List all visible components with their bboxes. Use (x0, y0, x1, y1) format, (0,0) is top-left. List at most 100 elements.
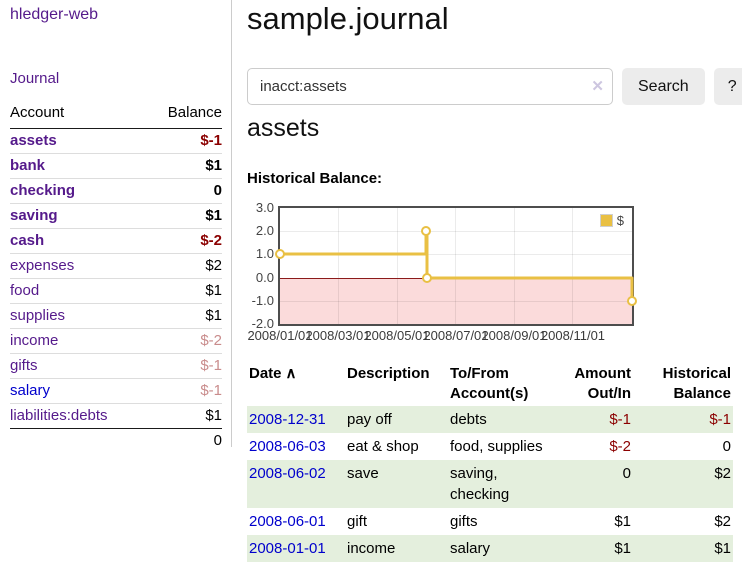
transaction-date-link[interactable]: 2008-12-31 (249, 411, 326, 428)
x-tick: 2008/03/01 (305, 328, 371, 343)
x-tick: 2008/11/01 (540, 328, 606, 343)
account-row: liabilities:debts $1 (10, 403, 222, 429)
transaction-balance: $2 (714, 513, 731, 530)
account-balance: $-1 (200, 132, 222, 149)
account-balance: 0 (146, 178, 222, 204)
gridline (280, 301, 632, 302)
account-link-checking[interactable]: checking (10, 182, 76, 199)
accounts-header-account: Account (10, 100, 147, 129)
gridline (338, 208, 339, 324)
transaction-accounts: gifts (450, 513, 478, 530)
data-point-marker (422, 273, 432, 283)
transaction-date-link[interactable]: 2008-06-02 (249, 465, 326, 482)
transaction-amount: $1 (614, 540, 631, 557)
account-link-supplies[interactable]: supplies (10, 307, 66, 324)
transaction-date-link[interactable]: 2008-06-01 (249, 513, 326, 530)
transaction-balance: $-1 (709, 411, 731, 428)
transaction-balance: $2 (714, 465, 731, 482)
transaction-accounts: salary (450, 540, 491, 557)
gridline (280, 254, 632, 255)
brand-link[interactable]: hledger-web (10, 6, 99, 23)
transaction-description: gift (347, 513, 368, 530)
account-row: food $1 (10, 278, 222, 304)
x-tick: 2008/07/01 (423, 328, 489, 343)
account-balance: $1 (146, 203, 222, 229)
account-balance: $1 (146, 153, 222, 179)
account-link-income[interactable]: income (10, 332, 59, 349)
register-header-accounts: To/From Account(s) (450, 365, 529, 402)
transaction-date-link[interactable]: 2008-06-03 (249, 438, 326, 455)
register-header-amount: Amount Out/In (574, 365, 631, 402)
chart-title: Historical Balance: (247, 170, 383, 187)
transaction-balance: 0 (722, 438, 731, 455)
account-link-assets[interactable]: assets (10, 132, 57, 149)
legend-swatch (599, 214, 613, 227)
help-button[interactable]: ? (713, 68, 742, 105)
gridline (455, 208, 456, 324)
account-link-bank[interactable]: bank (10, 157, 46, 174)
account-link-gifts[interactable]: gifts (10, 357, 38, 374)
x-tick: 2008/09/01 (481, 328, 547, 343)
data-point-marker (421, 226, 431, 236)
account-row: checking 0 (10, 178, 222, 204)
y-tick: 3.0 (255, 200, 274, 215)
transaction-date-link[interactable]: 2008-01-01 (249, 540, 326, 557)
transaction-accounts: debts (450, 411, 487, 428)
account-balance: $1 (146, 403, 222, 429)
account-row: cash $-2 (10, 228, 222, 254)
y-tick: 0.0 (255, 270, 274, 285)
register-row: 2008-06-01 gift gifts $1 $2 (247, 508, 733, 535)
register-header-balance: Historical Balance (662, 365, 731, 402)
account-link-salary[interactable]: salary (10, 382, 51, 399)
gridline (572, 208, 573, 324)
search-button[interactable]: Search (622, 68, 705, 105)
register-header-date[interactable]: Date ∧ (249, 365, 297, 382)
y-tick: 1.0 (255, 246, 274, 261)
search-input[interactable] (247, 68, 613, 105)
sort-asc-icon: ∧ (285, 365, 297, 382)
account-balance: $1 (146, 303, 222, 329)
y-tick: 2.0 (255, 223, 274, 238)
account-balance: $-2 (146, 228, 222, 254)
sidebar: hledger-web Journal Account Balance asse… (0, 0, 232, 453)
account-link-cash[interactable]: cash (10, 232, 45, 249)
transaction-balance: $1 (714, 540, 731, 557)
historical-balance-chart: 3.0 2.0 1.0 0.0 -1.0 -2.0 $ 2008/01/01 2… (247, 200, 688, 350)
transaction-amount: 0 (622, 465, 631, 482)
account-balance: $-2 (146, 328, 222, 354)
transaction-accounts: saving, checking (450, 465, 510, 503)
account-link-liabilities-debts[interactable]: liabilities:debts (10, 407, 108, 424)
register-table: Date ∧ Description To/From Account(s) Amo… (247, 362, 733, 562)
register-header-description: Description (347, 365, 430, 382)
register-row: 2008-01-01 income salary $1 $1 (247, 535, 733, 562)
transaction-description: income (347, 540, 396, 557)
account-row: assets $-1 (10, 129, 222, 154)
transaction-amount: $1 (614, 513, 631, 530)
account-link-saving[interactable]: saving (10, 207, 58, 224)
search-bar: ✕ Search ? (247, 68, 742, 105)
account-balance: $1 (146, 278, 222, 304)
clear-search-icon[interactable]: ✕ (591, 78, 604, 95)
account-row: salary $-1 (10, 378, 222, 404)
account-link-food[interactable]: food (10, 282, 40, 299)
transaction-description: save (347, 465, 379, 482)
y-tick: -1.0 (251, 293, 274, 308)
page-title: sample.journal (247, 1, 449, 36)
account-row: supplies $1 (10, 303, 222, 329)
account-heading: assets (247, 114, 320, 142)
gridline (514, 208, 515, 324)
negative-region (280, 278, 632, 324)
account-link-expenses[interactable]: expenses (10, 257, 75, 274)
transaction-amount: $-2 (609, 438, 631, 455)
account-balance: $-1 (146, 353, 222, 379)
register-row: 2008-12-31 pay off debts $-1 $-1 (247, 406, 733, 433)
transaction-amount: $-1 (609, 411, 631, 428)
balance-step-line (275, 226, 637, 306)
sidebar-item-journal[interactable]: Journal (10, 70, 60, 87)
register-row: 2008-06-02 save saving, checking 0 $2 (247, 460, 733, 508)
account-row: income $-2 (10, 328, 222, 354)
register-row: 2008-06-03 eat & shop food, supplies $-2… (247, 433, 733, 460)
data-point-marker (275, 249, 285, 259)
gridline (397, 208, 398, 324)
chart-plot-area: $ (275, 206, 637, 326)
